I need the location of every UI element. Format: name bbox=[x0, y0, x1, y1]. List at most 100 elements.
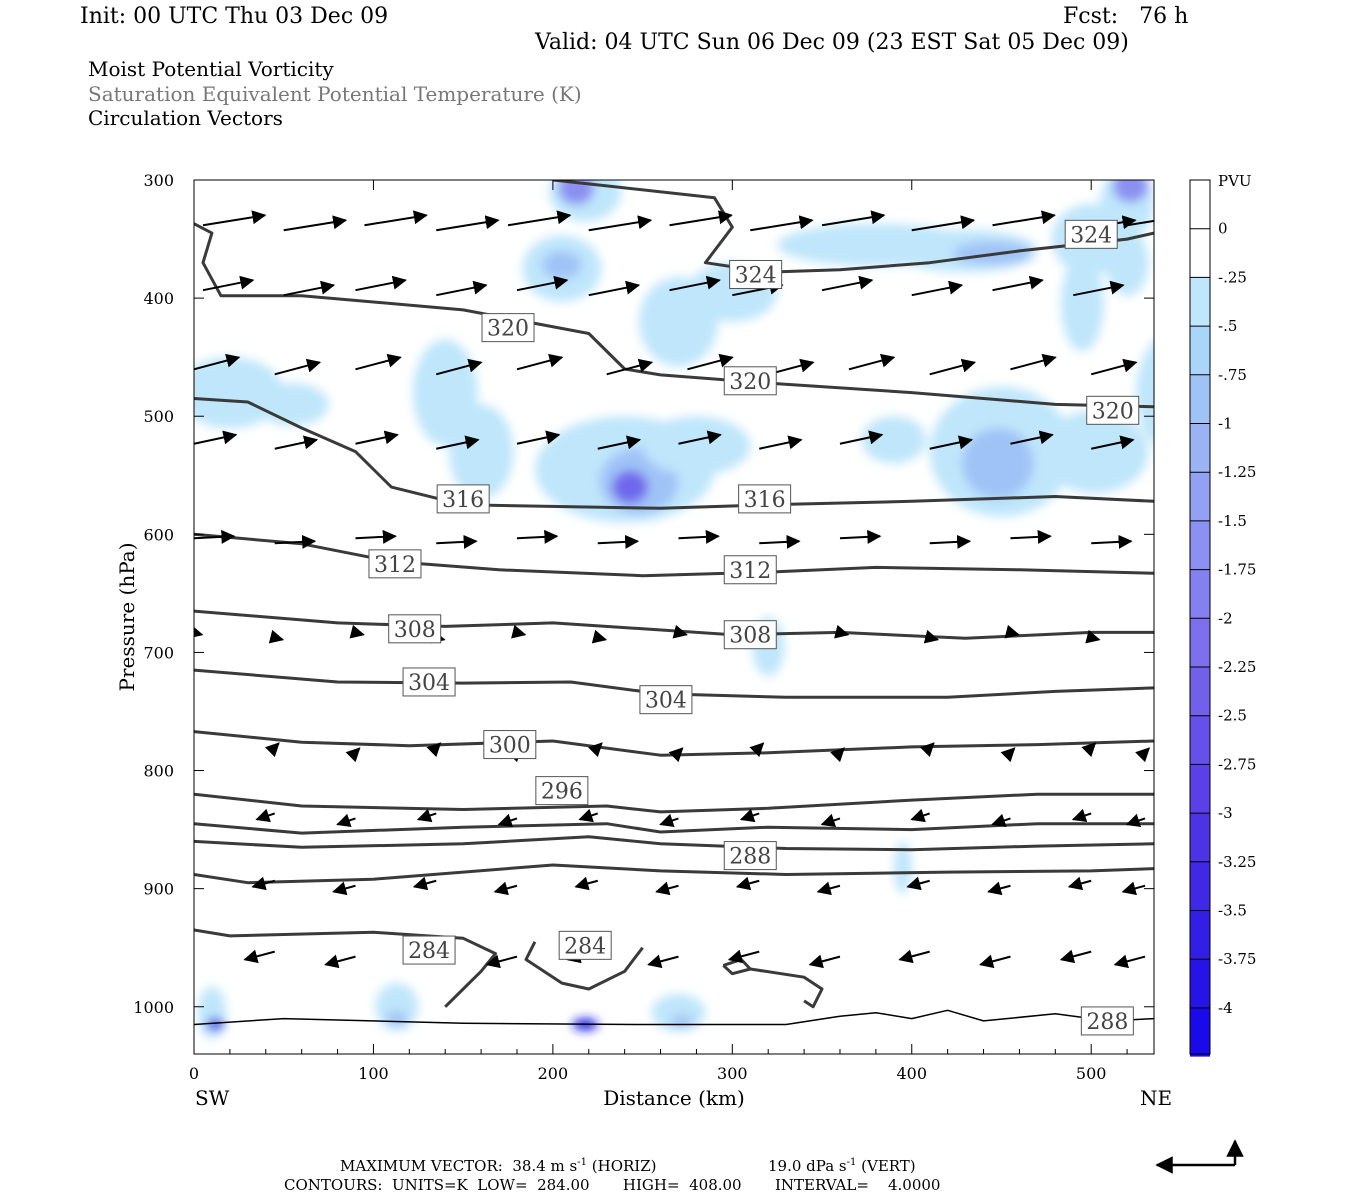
colorbar-label: -3.25 bbox=[1218, 853, 1256, 871]
colorbar-title: PVU bbox=[1218, 172, 1252, 190]
contour-label-text: 320 bbox=[729, 370, 771, 395]
terrain-line bbox=[194, 1009, 1154, 1026]
colorbar-swatch bbox=[1190, 180, 1210, 229]
vector-arrow bbox=[194, 353, 241, 371]
vector-arrow bbox=[436, 534, 478, 549]
contour-label-box bbox=[388, 614, 442, 644]
contour-label-text: 316 bbox=[442, 488, 484, 513]
contour-label-box bbox=[402, 667, 456, 697]
vector-arrow bbox=[816, 881, 841, 896]
colorbar-label: -3.5 bbox=[1218, 902, 1247, 920]
vector-arrow bbox=[898, 949, 930, 964]
vector-arrow bbox=[202, 275, 255, 292]
colorbar-label: -3 bbox=[1218, 804, 1233, 822]
contour-label-text: 312 bbox=[374, 553, 416, 578]
contour-label-box bbox=[723, 555, 777, 585]
x-end-label-sw: SW bbox=[195, 1086, 230, 1110]
colorbar-label: -1.5 bbox=[1218, 512, 1247, 530]
y-tick-label-800: 800 bbox=[143, 762, 174, 781]
vector-arrow bbox=[668, 747, 684, 763]
vector-arrow bbox=[739, 808, 760, 823]
vector-arrow bbox=[906, 876, 930, 891]
vector-arrow bbox=[992, 275, 1044, 292]
contour-label: 308 bbox=[388, 614, 442, 644]
contours-info: CONTOURS: UNITS=K LOW= 284.00 HIGH= 408.… bbox=[284, 1176, 941, 1194]
contour-label-text: 284 bbox=[408, 939, 450, 964]
vector-arrow bbox=[735, 876, 760, 891]
vector-arrow bbox=[264, 742, 280, 758]
contour-label-text: 288 bbox=[729, 845, 771, 870]
vector-arrow bbox=[493, 881, 518, 896]
colorbar-label: -.75 bbox=[1218, 366, 1247, 384]
vector-arrow bbox=[324, 954, 356, 969]
vector-arrow bbox=[992, 210, 1056, 227]
colorbar-swatch bbox=[1190, 764, 1210, 814]
contour-label: 288 bbox=[1080, 1006, 1134, 1036]
colorbar-swatch bbox=[1190, 1007, 1210, 1057]
contour-label-text: 300 bbox=[489, 734, 531, 759]
vector-arrow bbox=[987, 881, 1011, 896]
colorbar-swatch bbox=[1190, 423, 1210, 473]
contour-label: 316 bbox=[436, 484, 490, 514]
colorbar-label: -2.75 bbox=[1218, 755, 1256, 773]
contour-label: 284 bbox=[402, 935, 456, 965]
theta-contour bbox=[194, 863, 1154, 885]
colorbar-label: -4 bbox=[1218, 999, 1233, 1017]
vector-arrow bbox=[749, 742, 765, 758]
colorbar-swatch bbox=[1190, 667, 1210, 716]
vector-arrow bbox=[834, 624, 850, 639]
vector-arrow bbox=[255, 808, 276, 823]
contour-label-text: 320 bbox=[487, 317, 529, 342]
max-vector-horiz: (HORIZ) bbox=[591, 1157, 657, 1175]
max-vector-text: MAXIMUM VECTOR: 38.4 m s-1 (HORIZ) bbox=[340, 1157, 657, 1175]
colorbar-label: -1.75 bbox=[1218, 561, 1256, 579]
vector-arrow bbox=[1059, 949, 1092, 964]
contour-label: 288 bbox=[723, 841, 777, 871]
contour-label-box bbox=[483, 730, 537, 760]
y-axis-title: Pressure (hPa) bbox=[115, 543, 139, 692]
vector-arrow bbox=[1125, 813, 1146, 828]
vector-arrow bbox=[516, 529, 559, 544]
contour-label-box bbox=[1086, 395, 1140, 425]
contour-label: 312 bbox=[368, 549, 422, 579]
contour-label: 296 bbox=[535, 776, 589, 806]
theta-contour bbox=[750, 967, 824, 1009]
colorbar-swatch bbox=[1190, 520, 1210, 570]
contour-label-box bbox=[729, 259, 783, 289]
vector-arrow bbox=[274, 358, 322, 376]
contour-label-text: 296 bbox=[541, 780, 583, 805]
colorbar-swatch bbox=[1190, 326, 1210, 375]
vector-arrow bbox=[597, 435, 642, 450]
vector-arrow bbox=[1081, 742, 1097, 758]
colorbar-label: -2.25 bbox=[1218, 658, 1256, 676]
contour-label-box bbox=[1080, 1006, 1134, 1036]
contour-labels: 324 324 320 320 320 316 316 312 312 308 308 304 304 3… bbox=[368, 219, 1140, 1036]
vector-arrow bbox=[355, 353, 402, 371]
colorbar-swatch bbox=[1190, 861, 1210, 911]
contour-label-text: 304 bbox=[645, 689, 687, 714]
colorbar-frame bbox=[1189, 179, 1211, 1055]
vector-arrow bbox=[1010, 430, 1054, 445]
colorbar-swatch bbox=[1190, 618, 1210, 667]
vector-arrow bbox=[929, 534, 972, 549]
contour-label: 312 bbox=[723, 555, 777, 585]
vector-arrow bbox=[355, 275, 407, 292]
contour-label: 308 bbox=[723, 620, 777, 650]
pv-blob bbox=[448, 404, 514, 499]
vector-arrow bbox=[1121, 881, 1146, 896]
max-vector-vert-label: 19.0 dPa s bbox=[768, 1157, 847, 1175]
vector-arrow bbox=[435, 358, 483, 376]
vector-arrow bbox=[750, 215, 814, 232]
vector-arrow bbox=[516, 353, 564, 371]
vector-arrow bbox=[283, 280, 336, 297]
vector-arrow bbox=[364, 210, 428, 227]
colorbar-swatch bbox=[1190, 277, 1210, 327]
contour-label-box bbox=[639, 685, 693, 715]
vector-arrow bbox=[1071, 808, 1092, 823]
x-tick-label-100: 100 bbox=[358, 1064, 389, 1083]
theta-contour bbox=[194, 835, 1154, 852]
contour-label-text: 308 bbox=[394, 618, 436, 643]
plot-frame bbox=[193, 179, 1155, 1055]
vector-arrow bbox=[336, 813, 356, 828]
